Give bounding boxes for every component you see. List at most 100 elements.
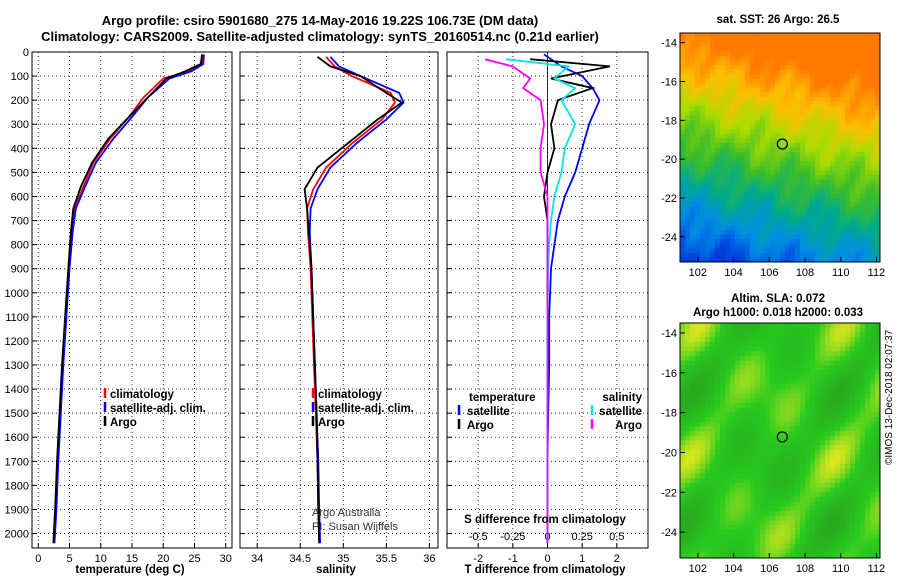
x-tick-label: 102: [689, 563, 707, 575]
map-cell: [875, 97, 881, 103]
map-cell: [835, 106, 841, 112]
map-cell: [740, 482, 746, 488]
map-cell: [770, 65, 776, 71]
map-cell: [730, 346, 736, 352]
map-cell: [835, 374, 841, 380]
map-cell: [820, 384, 826, 390]
map-cell: [710, 120, 716, 126]
map-cell: [800, 138, 806, 144]
map-cell: [695, 323, 701, 329]
map-cell: [820, 120, 826, 126]
map-cell: [700, 468, 706, 474]
map-cell: [830, 534, 836, 540]
map-cell: [685, 360, 691, 366]
map-cell: [785, 548, 791, 554]
map-cell: [710, 435, 716, 441]
map-cell: [775, 412, 781, 418]
map-cell: [690, 431, 696, 437]
map-cell: [740, 374, 746, 380]
map-cell: [815, 402, 821, 409]
map-cell: [815, 323, 821, 329]
map-cell: [735, 197, 741, 203]
map-cell: [830, 435, 836, 441]
map-cell: [860, 133, 866, 139]
map-cell: [850, 454, 856, 460]
map-cell: [725, 431, 731, 437]
map-cell: [710, 487, 716, 493]
map-cell: [750, 478, 756, 484]
map-cell: [705, 449, 711, 456]
map-cell: [715, 133, 721, 139]
figure-title-line1: Argo profile: csiro 5901680_275 14-May-2…: [102, 13, 538, 28]
map-cell: [780, 398, 786, 404]
map-cell: [680, 520, 686, 526]
map-cell: [825, 374, 831, 380]
map-cell: [850, 78, 856, 84]
map-cell: [775, 459, 781, 465]
map-cell: [705, 165, 711, 171]
map-cell: [835, 33, 841, 39]
y-tick-label: 1800: [5, 480, 29, 492]
map-cell: [700, 197, 706, 203]
map-cell: [765, 459, 771, 465]
map-cell: [850, 161, 856, 167]
map-cell: [705, 412, 711, 418]
map-cell: [845, 341, 851, 347]
map-cell: [845, 161, 851, 167]
map-cell: [740, 327, 746, 333]
map-cell: [815, 174, 821, 181]
map-cell: [715, 496, 721, 503]
map-cell: [805, 384, 811, 390]
map-cell: [800, 248, 806, 254]
map-cell: [680, 174, 686, 181]
map-cell: [705, 478, 711, 484]
map-cell: [850, 365, 856, 371]
map-cell: [750, 78, 756, 84]
map-cell: [765, 110, 771, 116]
map-cell: [735, 501, 741, 507]
map-cell: [865, 252, 871, 258]
map-cell: [770, 478, 776, 484]
map-cell: [695, 487, 701, 493]
map-cell: [710, 332, 716, 338]
map-cell: [750, 355, 756, 362]
map-cell: [685, 402, 691, 409]
map-cell: [770, 83, 776, 89]
map-cell: [860, 202, 866, 208]
map-cell: [810, 193, 816, 199]
map-cell: [705, 464, 711, 470]
map-cell: [785, 193, 791, 199]
map-cell: [835, 355, 841, 362]
map-cell: [835, 55, 841, 61]
map-cell: [860, 426, 866, 432]
map-cell: [790, 449, 796, 456]
map-cell: [855, 184, 861, 190]
map-cell: [680, 83, 686, 89]
map-cell: [780, 511, 786, 517]
map-cell: [680, 243, 686, 249]
map-cell: [685, 120, 691, 126]
map-cell: [775, 449, 781, 456]
map-cell: [760, 520, 766, 526]
map-cell: [870, 492, 876, 498]
map-cell: [755, 487, 761, 493]
map-cell: [705, 83, 711, 89]
map-cell: [785, 412, 791, 418]
map-cell: [715, 534, 721, 540]
map-cell: [845, 454, 851, 460]
map-cell: [690, 193, 696, 199]
map-cell: [780, 152, 786, 158]
map-cell: [860, 161, 866, 167]
map-cell: [750, 407, 756, 413]
map-cell: [805, 115, 811, 121]
map-cell: [795, 197, 801, 203]
map-cell: [840, 445, 846, 451]
map-cell: [855, 87, 861, 94]
map-cell: [680, 525, 686, 531]
map-cell: [805, 435, 811, 441]
map-cell: [815, 379, 821, 385]
map-cell: [790, 454, 796, 460]
map-cell: [725, 515, 731, 521]
map-cell: [775, 197, 781, 203]
map-cell: [785, 101, 791, 107]
